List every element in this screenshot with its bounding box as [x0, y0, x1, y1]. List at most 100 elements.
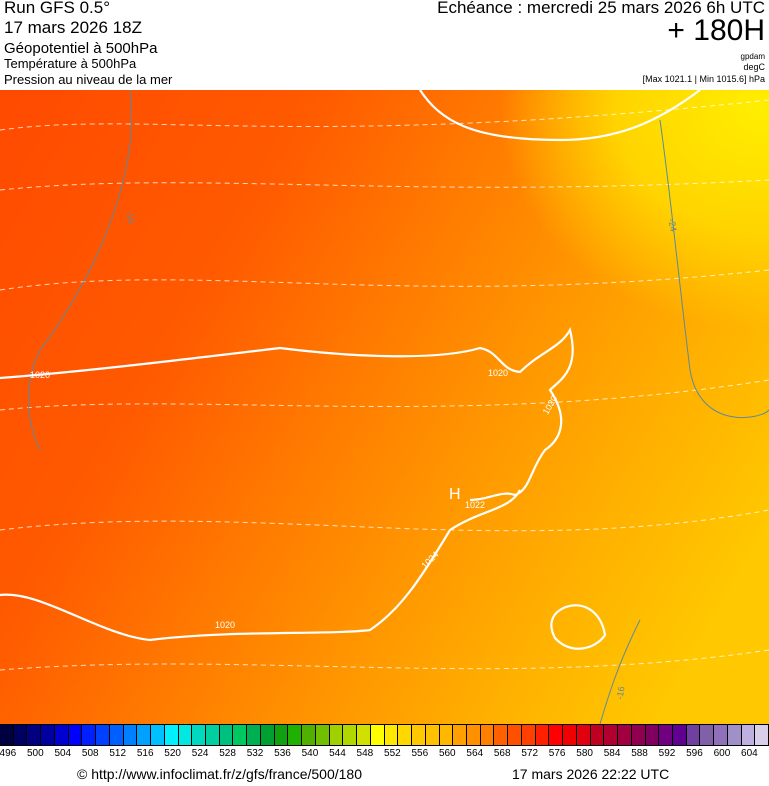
color-scale-label: 516	[136, 748, 154, 759]
color-scale-label: 536	[274, 748, 291, 759]
forecast-time: Echéance : mercredi 25 mars 2026 6h UTC	[437, 0, 765, 17]
color-scale-label: 568	[493, 748, 511, 759]
high-pressure-marker: H	[449, 486, 461, 503]
color-scale-label: 552	[384, 748, 401, 759]
color-scale-cell	[68, 725, 83, 745]
color-scale-cell	[192, 725, 207, 745]
map-overlay	[0, 90, 769, 724]
color-scale-cell	[480, 725, 495, 745]
color-scale-label: 572	[521, 748, 539, 759]
color-scale-cell	[151, 725, 165, 745]
color-scale-cell	[206, 725, 220, 745]
color-scale-label: 560	[438, 748, 456, 759]
weather-map[interactable]: 1020 1020 1020 1022 1024 1020 H -16 -24 …	[0, 90, 769, 724]
color-scale-cell	[288, 725, 303, 745]
color-scale-cell	[563, 725, 577, 745]
source-url[interactable]: © http://www.infoclimat.fr/z/gfs/france/…	[77, 766, 362, 782]
color-scale-cell	[164, 725, 179, 745]
color-scale-label: 524	[191, 748, 209, 759]
color-scale-cell	[453, 725, 467, 745]
color-scale-cell	[741, 725, 756, 745]
color-scale-cell	[604, 725, 619, 745]
color-scale-label: 540	[301, 748, 319, 759]
color-scale-bar	[0, 724, 769, 746]
color-scale-cell	[96, 725, 110, 745]
color-scale-cell	[590, 725, 605, 745]
color-scale-cell	[659, 725, 673, 745]
color-scale-cell	[494, 725, 509, 745]
color-scale-cell	[357, 725, 371, 745]
pressure-minmax: [Max 1021.1 | Min 1015.6] hPa	[642, 74, 765, 84]
geopotential-contours	[0, 99, 769, 671]
color-scale-label: 584	[603, 748, 621, 759]
color-scale-cell	[54, 725, 69, 745]
color-scale-label: 604	[741, 748, 758, 759]
color-scale-label: 576	[548, 748, 566, 759]
color-scale-cell	[260, 725, 275, 745]
color-scale-label: 596	[686, 748, 703, 759]
color-scale-cell	[137, 725, 152, 745]
color-scale-cell	[315, 725, 330, 745]
color-scale-cell	[123, 725, 138, 745]
color-scale-cell	[521, 725, 536, 745]
color-scale-label: 532	[246, 748, 264, 759]
color-scale-cell	[466, 725, 481, 745]
isobar-label: 1022	[465, 500, 486, 510]
color-scale-label: 508	[81, 748, 99, 759]
color-scale-cell	[576, 725, 591, 745]
color-scale-cell	[329, 725, 344, 745]
color-scale-cell	[384, 725, 399, 745]
color-scale-cell	[425, 725, 440, 745]
temperature-label: -16	[124, 209, 137, 225]
color-scale-cell	[508, 725, 522, 745]
generated-timestamp: 17 mars 2026 22:22 UTC	[512, 766, 670, 782]
color-scale-cell	[727, 725, 742, 745]
color-scale-label: 528	[219, 748, 236, 759]
color-scale-cell	[27, 725, 42, 745]
color-scale-cell	[412, 725, 426, 745]
color-scale-cell	[700, 725, 715, 745]
color-scale-label: 504	[54, 748, 72, 759]
color-scale-cell	[714, 725, 728, 745]
color-scale-cell	[302, 725, 316, 745]
color-scale-cell	[535, 725, 550, 745]
color-scale-cell	[755, 725, 769, 745]
color-scale-cell	[343, 725, 358, 745]
color-scale-cell	[247, 725, 261, 745]
temperature-label: -24	[666, 217, 679, 233]
isobar-label: 1020	[215, 620, 236, 630]
color-scale-cell	[178, 725, 193, 745]
color-scale-label: 520	[164, 748, 181, 759]
run-title: Run GFS 0.5°	[4, 0, 111, 17]
unit-gpdam: gpdam	[740, 52, 765, 61]
isobar-label: 1020	[488, 368, 509, 378]
color-scale-cell	[618, 725, 632, 745]
color-scale-cell	[109, 725, 124, 745]
color-scale-label: 544	[329, 748, 346, 759]
color-scale-cell	[549, 725, 564, 745]
color-scale-label: 588	[631, 748, 648, 759]
temperature-contours	[28, 90, 769, 724]
color-scale-labels: 496 500 504 508 512 516 520 524 528 532 536 540 544 5…	[0, 748, 769, 762]
color-scale-cell	[439, 725, 454, 745]
color-scale-cell	[13, 725, 28, 745]
color-scale-cell	[233, 725, 248, 745]
color-scale-cell	[41, 725, 55, 745]
color-scale-label: 512	[109, 748, 127, 759]
run-date: 17 mars 2026 18Z	[4, 18, 142, 37]
unit-degc: degC	[743, 62, 765, 72]
color-scale-cell	[631, 725, 646, 745]
isobars	[0, 90, 701, 650]
lead-time: + 180H	[667, 14, 765, 47]
field-temperature: Température à 500hPa	[4, 56, 137, 71]
isobar-label: 1020	[30, 370, 51, 380]
color-scale-label: 556	[411, 748, 429, 759]
field-geopotential: Géopotentiel à 500hPa	[4, 40, 158, 57]
color-scale-cell	[370, 725, 385, 745]
color-scale-cell	[0, 725, 14, 745]
color-scale-label: 600	[713, 748, 731, 759]
color-scale-label: 580	[576, 748, 593, 759]
color-scale-cell	[645, 725, 660, 745]
color-scale-cell	[82, 725, 97, 745]
color-scale-cell	[274, 725, 289, 745]
